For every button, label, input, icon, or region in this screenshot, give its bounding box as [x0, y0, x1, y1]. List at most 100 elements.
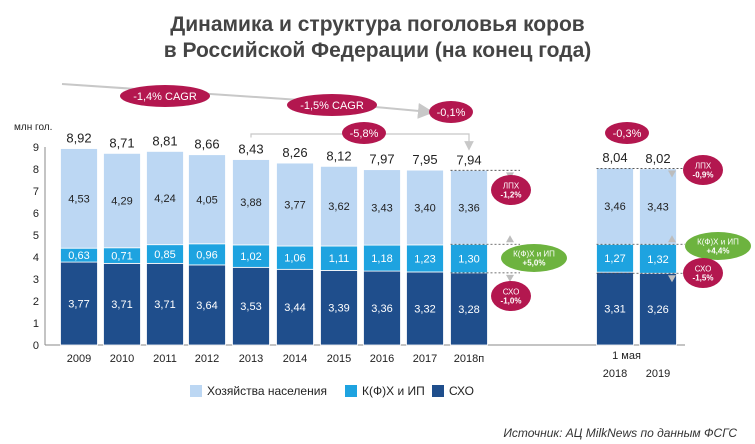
- bar-value-label: 3,71: [111, 299, 132, 311]
- badge-cagr-1: -1,4% CAGR: [120, 85, 210, 107]
- x-tick-label: 2014: [283, 353, 307, 365]
- chart-title: Динамика и структура поголовья коров в Р…: [0, 12, 755, 64]
- bar-total-label: 8,81: [152, 133, 177, 148]
- bar-segment: [450, 169, 488, 245]
- bar-value-label: 3,36: [371, 303, 392, 315]
- x-tick-label: 2016: [370, 353, 394, 365]
- y-tick-label: 2: [33, 296, 39, 308]
- bar-segment: [320, 245, 358, 271]
- badge-lph-2018-text: ЛПХ: [503, 181, 520, 190]
- bar-value-label: 1,32: [647, 254, 668, 266]
- bar-total-label: 8,71: [109, 135, 134, 150]
- bar-segment: [406, 169, 444, 246]
- badge-kfh-2018-text: К(Ф)Х и ИП: [513, 249, 555, 258]
- y-tick-label: 4: [33, 252, 39, 264]
- badge-lph-may-text: ЛПХ: [695, 161, 712, 170]
- bar-total-label: 7,97: [369, 152, 394, 167]
- badge-sho-may-shape: [683, 258, 723, 288]
- badge-lph-2018-shape: [491, 175, 531, 205]
- bar-segment: [103, 152, 141, 249]
- bar-value-label: 3,88: [240, 197, 261, 209]
- badge-sho-may-text: -1,5%: [693, 273, 714, 282]
- bar-value-label: 1,30: [458, 254, 479, 266]
- badge-lph-2018: ЛПХ-1,2%: [491, 175, 531, 205]
- badge-yoy-may: -0,3%: [605, 122, 649, 144]
- bar-value-label: 0,71: [111, 251, 132, 263]
- bar-total-label: 8,66: [194, 137, 219, 152]
- bar-value-label: 3,62: [328, 201, 349, 213]
- bar-segment: [596, 243, 634, 273]
- bar-value-label: 0,63: [68, 250, 89, 262]
- source-note: Источник: АЦ MilkNews по данным ФСГС: [503, 426, 737, 440]
- badge-kfh-may-text: +4,4%: [707, 246, 730, 255]
- x-tick-label: 2011: [153, 353, 177, 365]
- badge-sho-may-text: СХО: [695, 264, 712, 273]
- x-tick-label: 2019: [646, 368, 670, 380]
- bar-value-label: 3,53: [240, 301, 261, 313]
- badge-change: -5,8%: [342, 122, 386, 144]
- bar-value-label: 4,24: [154, 193, 175, 205]
- bar-value-label: 3,31: [604, 304, 625, 316]
- legend-swatch: [345, 385, 357, 397]
- legend-label: Хозяйства населения: [207, 384, 327, 398]
- bar-value-label: 3,43: [371, 202, 392, 214]
- bar-value-label: 1,27: [604, 253, 625, 265]
- x-tick-label: 2018: [603, 368, 627, 380]
- badge-change-text: -5,8%: [350, 128, 379, 140]
- badge-lph-may-shape: [683, 155, 723, 185]
- legend-swatch: [190, 385, 202, 397]
- bar-segment: [363, 244, 401, 272]
- bar-total-label: 8,12: [326, 148, 351, 163]
- x-tick-label: 2013: [239, 353, 263, 365]
- badge-cagr-1-shape: [120, 85, 210, 107]
- bar-segment: [450, 272, 488, 346]
- bar-value-label: 3,46: [604, 201, 625, 213]
- bar-value-label: 3,71: [154, 299, 175, 311]
- down-triangle-sho: [506, 274, 514, 282]
- badge-cagr-1-text: -1,4% CAGR: [133, 91, 197, 103]
- badge-kfh-may-text: К(Ф)Х и ИП: [697, 237, 739, 246]
- bar-segment: [146, 150, 184, 246]
- badge-lph-2018-text: -1,2%: [501, 190, 522, 199]
- bar-value-label: 4,29: [111, 196, 132, 208]
- bar-value-label: 1,23: [414, 253, 435, 265]
- y-axis-label: млн гол.: [14, 122, 52, 133]
- badge-yoy-may-text: -0,3%: [613, 128, 642, 140]
- bar-segment: [596, 271, 634, 346]
- bar-value-label: 1,06: [284, 253, 305, 265]
- badge-sho-2018-text: СХО: [503, 287, 520, 296]
- annotations: -1,4% CAGR-1,5% CAGR-0,1%-5,8% -0,3%ЛПХ-1…: [61, 83, 751, 311]
- bar-segment: [639, 168, 677, 245]
- legend-label: К(Ф)Х и ИП: [362, 384, 425, 398]
- bar-segment: [232, 159, 270, 246]
- bar-value-label: 4,05: [196, 194, 217, 206]
- bar-segment: [146, 262, 184, 346]
- bar-total-label: 8,02: [645, 151, 670, 166]
- bar-total-label: 7,95: [412, 152, 437, 167]
- x-axis-labels: 2009 2010 2011 2012 2013 2014 2015 2016 2017 2018…: [67, 350, 670, 380]
- bar-total-label: 7,94: [456, 152, 481, 167]
- legend: Хозяйства населения К(Ф)Х и ИП СХО: [190, 384, 474, 398]
- x-tick-label: 2018п: [454, 353, 484, 365]
- bar-value-label: 0,85: [154, 249, 175, 261]
- bar-value-label: 3,64: [196, 300, 217, 312]
- bar-segment: [406, 244, 444, 273]
- bar-value-label: 3,39: [328, 303, 349, 315]
- bar-value-label: 3,28: [458, 304, 479, 316]
- title-line-1: Динамика и структура поголовья коров: [170, 13, 585, 36]
- bar-value-label: 3,40: [414, 203, 435, 215]
- y-tick-label: 3: [33, 274, 39, 286]
- bar-segment: [406, 271, 444, 346]
- bar-segment: [320, 270, 358, 346]
- down-triangle-sho-may: [668, 275, 676, 283]
- badge-lph-may-text: -0,9%: [693, 170, 714, 179]
- bar-segment: [103, 262, 141, 346]
- bar-segment: [232, 266, 270, 346]
- bar-total-label: 8,04: [602, 150, 627, 165]
- bar-segment: [276, 162, 314, 247]
- bar-segment: [639, 272, 677, 346]
- y-tick-label: 8: [33, 164, 39, 176]
- bar-total-label: 8,26: [282, 145, 307, 160]
- badge-kfh-may-shape: [685, 232, 751, 260]
- badge-kfh-may: К(Ф)Х и ИП+4,4%: [685, 232, 751, 260]
